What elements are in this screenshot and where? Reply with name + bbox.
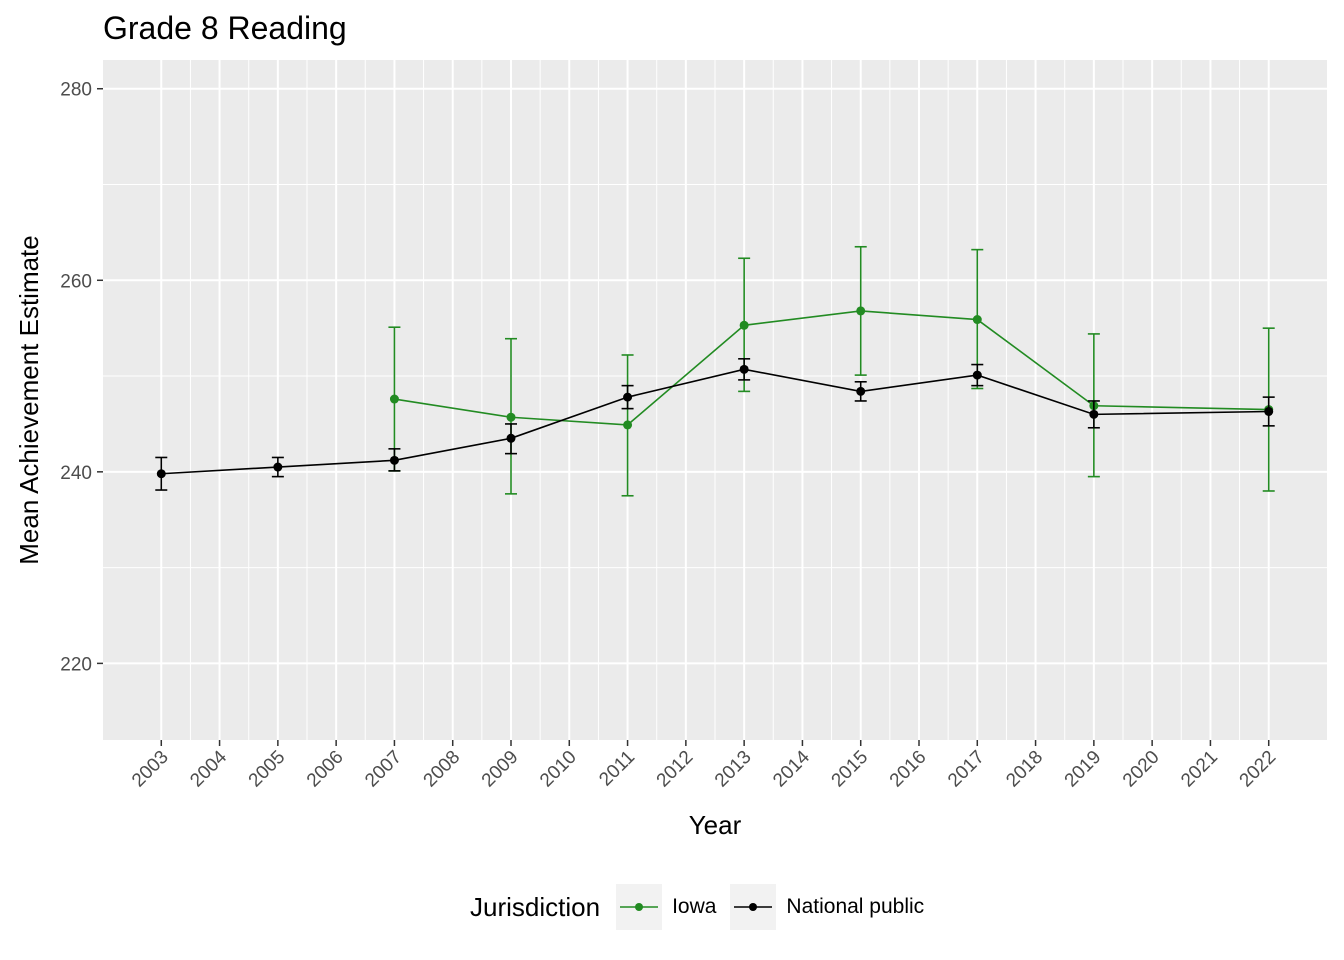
x-tick-label: 2017 (944, 747, 989, 792)
x-tick-label: 2004 (186, 746, 231, 791)
data-point-national-public (273, 462, 283, 472)
x-tick-label: 2012 (653, 747, 698, 792)
series-iowa (388, 245, 1275, 497)
x-tick-label: 2010 (536, 747, 581, 792)
x-tick-label: 2022 (1236, 747, 1281, 792)
x-tick-label: 2021 (1177, 747, 1222, 792)
x-tick-label: 2014 (769, 746, 814, 791)
legend-title: Jurisdiction (470, 891, 601, 922)
data-point-national-public (156, 469, 166, 479)
x-tick-label: 2019 (1061, 747, 1106, 792)
y-axis: 220 240 260 280 (60, 80, 103, 675)
x-tick-label: 2008 (420, 747, 465, 792)
x-axis-title: Year (689, 810, 742, 840)
y-tick-label: 240 (60, 463, 92, 484)
data-point-national-public (1089, 409, 1099, 419)
y-tick-label: 280 (60, 80, 92, 101)
legend-key-national-public (730, 884, 777, 930)
x-tick-label: 2018 (1002, 747, 1047, 792)
data-point-national-public (623, 392, 633, 402)
legend-key-iowa (616, 884, 663, 930)
x-tick-label: 2013 (711, 747, 756, 792)
series-line-iowa (394, 310, 1269, 426)
x-axis: 2003 2004 2005 2006 2007 2008 2009 2010 2011 2012… (128, 740, 1280, 791)
x-tick-label: 2007 (361, 747, 406, 792)
data-point-iowa (739, 320, 749, 330)
x-tick-label: 2005 (245, 747, 290, 792)
y-tick-label: 260 (60, 271, 92, 292)
x-tick-label: 2003 (128, 747, 173, 792)
x-tick-label: 2015 (828, 747, 873, 792)
data-point-iowa (972, 315, 982, 325)
chart-title: Grade 8 Reading (103, 10, 347, 46)
data-point-national-public (1264, 406, 1274, 416)
x-tick-label: 2011 (595, 747, 639, 791)
series-layer (155, 245, 1275, 497)
data-point-national-public (506, 433, 516, 443)
data-point-national-public (972, 370, 982, 380)
data-point-iowa (856, 306, 866, 316)
y-tick-label: 220 (60, 654, 92, 675)
data-point-iowa (623, 420, 633, 430)
data-point-national-public (739, 364, 749, 374)
legend-label-iowa: Iowa (672, 895, 717, 918)
series-line-national-public (161, 368, 1269, 475)
legend: Jurisdiction Iowa National public (470, 884, 938, 930)
data-point-national-public (856, 386, 866, 396)
legend-label-national-public: National public (786, 895, 925, 918)
x-tick-label: 2006 (303, 747, 348, 792)
x-tick-label: 2016 (886, 747, 931, 792)
x-tick-label: 2020 (1119, 747, 1164, 792)
y-axis-title: Mean Achievement Estimate (14, 235, 44, 565)
series-national-public (155, 358, 1275, 491)
data-point-iowa (389, 394, 399, 404)
x-tick-label: 2009 (478, 747, 523, 792)
grid-lines (103, 60, 1327, 740)
data-point-iowa (506, 412, 516, 422)
data-point-national-public (389, 455, 399, 465)
